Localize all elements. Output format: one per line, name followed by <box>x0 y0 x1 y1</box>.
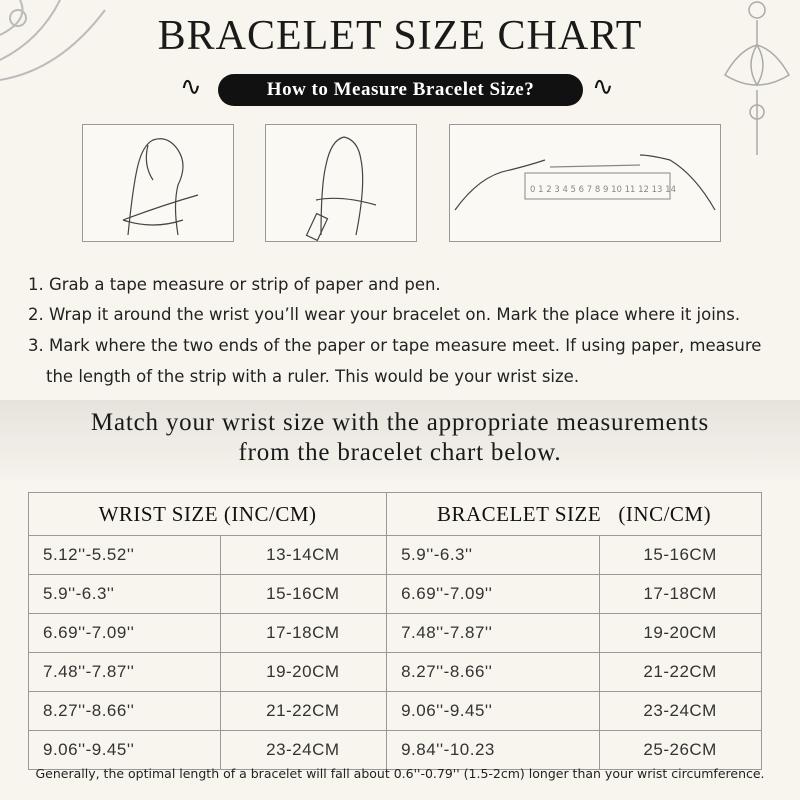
footer-note: Generally, the optimal length of a brace… <box>35 766 765 781</box>
wrist-inch-cell: 7.48''-7.87'' <box>28 652 221 692</box>
wrist-cm-cell: 13-14CM <box>219 535 388 575</box>
step-3: 3. Mark where the two ends of the paper … <box>28 336 762 355</box>
bracelet-cm-cell: 25-26CM <box>599 730 762 770</box>
hands-ruler-icon: 0 1 2 3 4 5 6 7 8 9 10 11 12 13 14 <box>454 154 716 211</box>
wrist-cm-cell: 21-22CM <box>219 691 388 731</box>
header-wrist-size: WRIST SIZE (INC/CM) <box>27 492 388 536</box>
table-row: 9.06''-9.45'' 23-24CM 9.84''-10.23 25-26CM <box>28 730 762 770</box>
table-row: 5.9''-6.3'' 15-16CM 6.69''-7.09'' 17-18CM <box>28 574 762 614</box>
table-row: 5.12''-5.52'' 13-14CM 5.9''-6.3'' 15-16CM <box>28 535 762 575</box>
band-line-1: Match your wrist size with the appropria… <box>90 409 710 436</box>
bracelet-inch-cell: 8.27''-8.66'' <box>386 652 601 692</box>
illustration-ruler: 0 1 2 3 4 5 6 7 8 9 10 11 12 13 14 <box>449 124 721 242</box>
table-row: 6.69''-7.09'' 17-18CM 7.48''-7.87'' 19-20CM <box>28 613 762 653</box>
wrist-inch-cell: 8.27''-8.66'' <box>28 691 221 731</box>
instruction-band <box>0 400 800 480</box>
wrist-cm-cell: 23-24CM <box>219 730 388 770</box>
wrist-inch-cell: 6.69''-7.09'' <box>28 613 221 653</box>
hand-pen-icon <box>305 136 377 242</box>
table-header-row: WRIST SIZE (INC/CM) BRACELET SIZE (INC/C… <box>27 492 762 536</box>
bracelet-inch-cell: 7.48''-7.87'' <box>386 613 601 653</box>
wrist-cm-cell: 15-16CM <box>219 574 388 614</box>
bracelet-cm-cell: 21-22CM <box>599 652 762 692</box>
lotus-ornament-icon <box>0 0 106 81</box>
table-row: 7.48''-7.87'' 19-20CM 8.27''-8.66'' 21-22CM <box>28 652 762 692</box>
illustration-wrap-wrist <box>82 124 234 242</box>
hand-wrap-icon <box>122 138 199 236</box>
header-bracelet-size: BRACELET SIZE (INC/CM) <box>386 492 762 536</box>
swirl-ornament-icon: ∿ <box>180 72 202 102</box>
wrist-inch-cell: 5.12''-5.52'' <box>28 535 221 575</box>
table-row: 8.27''-8.66'' 21-22CM 9.06''-9.45'' 23-24CM <box>28 691 762 731</box>
bracelet-cm-cell: 17-18CM <box>599 574 762 614</box>
band-line-2: from the bracelet chart below. <box>238 439 562 466</box>
wrist-inch-cell: 9.06''-9.45'' <box>28 730 221 770</box>
bracelet-cm-cell: 15-16CM <box>599 535 762 575</box>
hanging-lotus-ornament-icon <box>723 1 791 155</box>
bracelet-inch-cell: 9.84''-10.23 <box>386 730 601 770</box>
wrist-inch-cell: 5.9''-6.3'' <box>28 574 221 614</box>
ruler-numbers: 0 1 2 3 4 5 6 7 8 9 10 11 12 13 14 <box>530 185 676 195</box>
step-2: 2. Wrap it around the wrist you’ll wear … <box>28 305 741 324</box>
bracelet-cm-cell: 23-24CM <box>599 691 762 731</box>
step-3-continued: the length of the strip with a ruler. Th… <box>46 367 580 386</box>
subtitle-pill: How to Measure Bracelet Size? <box>218 74 583 106</box>
bracelet-cm-cell: 19-20CM <box>599 613 762 653</box>
wrist-cm-cell: 19-20CM <box>219 652 388 692</box>
page-title: BRACELET SIZE CHART <box>157 13 643 59</box>
size-table: WRIST SIZE (INC/CM) BRACELET SIZE (INC/C… <box>27 492 762 770</box>
wrist-cm-cell: 17-18CM <box>219 613 388 653</box>
swirl-ornament-icon: ∿ <box>592 72 614 102</box>
bracelet-inch-cell: 9.06''-9.45'' <box>386 691 601 731</box>
illustration-mark-wrist <box>265 124 417 242</box>
step-1: 1. Grab a tape measure or strip of paper… <box>28 275 441 294</box>
bracelet-inch-cell: 5.9''-6.3'' <box>386 535 601 575</box>
bracelet-inch-cell: 6.69''-7.09'' <box>386 574 601 614</box>
